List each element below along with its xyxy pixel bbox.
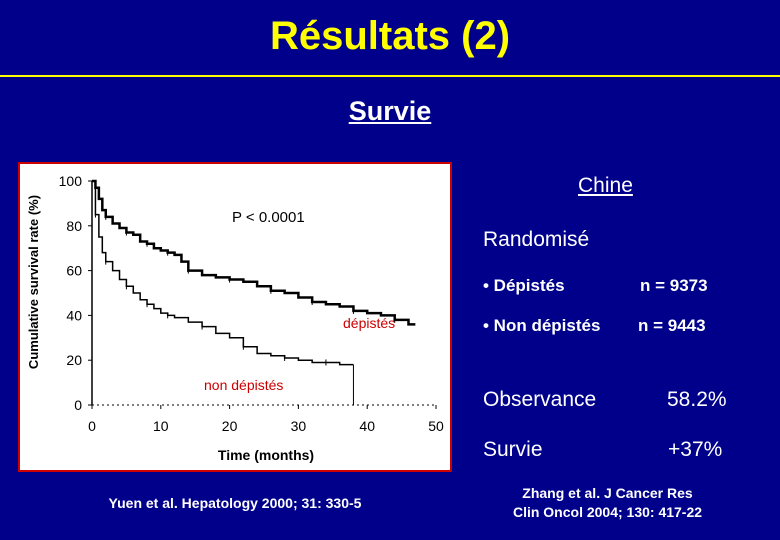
survie-value: +37%: [668, 438, 723, 461]
title-divider: [0, 75, 780, 77]
survival-chart: 0 20 40 60 80 100 0 10 20 30 40 50 Cumulative survi…: [26, 173, 444, 463]
y-tick-label: 0: [74, 397, 82, 413]
x-tick-label: 50: [428, 418, 444, 434]
observance-label: Observance: [483, 388, 597, 411]
y-axis-label: Cumulative survival rate (%): [26, 195, 41, 369]
series-label-non-depistes: non dépistés: [204, 377, 283, 393]
bullet-depistes-label: • Dépistés: [483, 276, 565, 295]
y-tick-label: 100: [59, 173, 83, 189]
y-tick-label: 20: [66, 352, 82, 368]
x-tick-label: 40: [359, 418, 375, 434]
citation-right-line1: Zhang et al. J Cancer Res: [522, 485, 693, 501]
slide-title: Résultats (2): [269, 14, 511, 58]
y-tick-label: 40: [66, 307, 82, 323]
bullet-non-depistes-label: • Non dépistés: [483, 316, 601, 335]
survie-label: Survie: [483, 438, 543, 461]
citation-left: Yuen et al. Hepatology 2000; 31: 330-5: [108, 495, 362, 511]
x-tick-label: 30: [291, 418, 307, 434]
observance-value: 58.2%: [667, 388, 727, 411]
region-label: Chine: [578, 174, 633, 197]
design-label: Randomisé: [483, 228, 590, 251]
citation-right: Zhang et al. J Cancer Res Clin Oncol 200…: [455, 484, 760, 522]
bullet-non-depistes-value: n = 9443: [638, 316, 706, 335]
citation-right-line2: Clin Oncol 2004; 130: 417-22: [512, 504, 703, 520]
series-label-depistes: dépistés: [343, 315, 395, 331]
y-tick-label: 80: [66, 218, 82, 234]
chart-axes: 0 20 40 60 80 100 0 10 20 30 40 50: [59, 173, 444, 434]
y-tick-label: 60: [66, 263, 82, 279]
survival-curve-depistes: [92, 179, 416, 326]
chart-curves: [91, 179, 416, 405]
bullet-depistes-value: n = 9373: [640, 276, 708, 295]
x-tick-label: 20: [222, 418, 238, 434]
x-tick-label: 10: [153, 418, 169, 434]
x-tick-label: 0: [88, 418, 96, 434]
survival-chart-panel: 0 20 40 60 80 100 0 10 20 30 40 50 Cumulative survi…: [18, 162, 452, 472]
x-axis-label: Time (months): [218, 447, 314, 463]
slide-subtitle: Survie: [348, 96, 432, 126]
survival-curve-non-depistes: [92, 180, 354, 366]
p-value-annotation: P < 0.0001: [232, 209, 305, 226]
